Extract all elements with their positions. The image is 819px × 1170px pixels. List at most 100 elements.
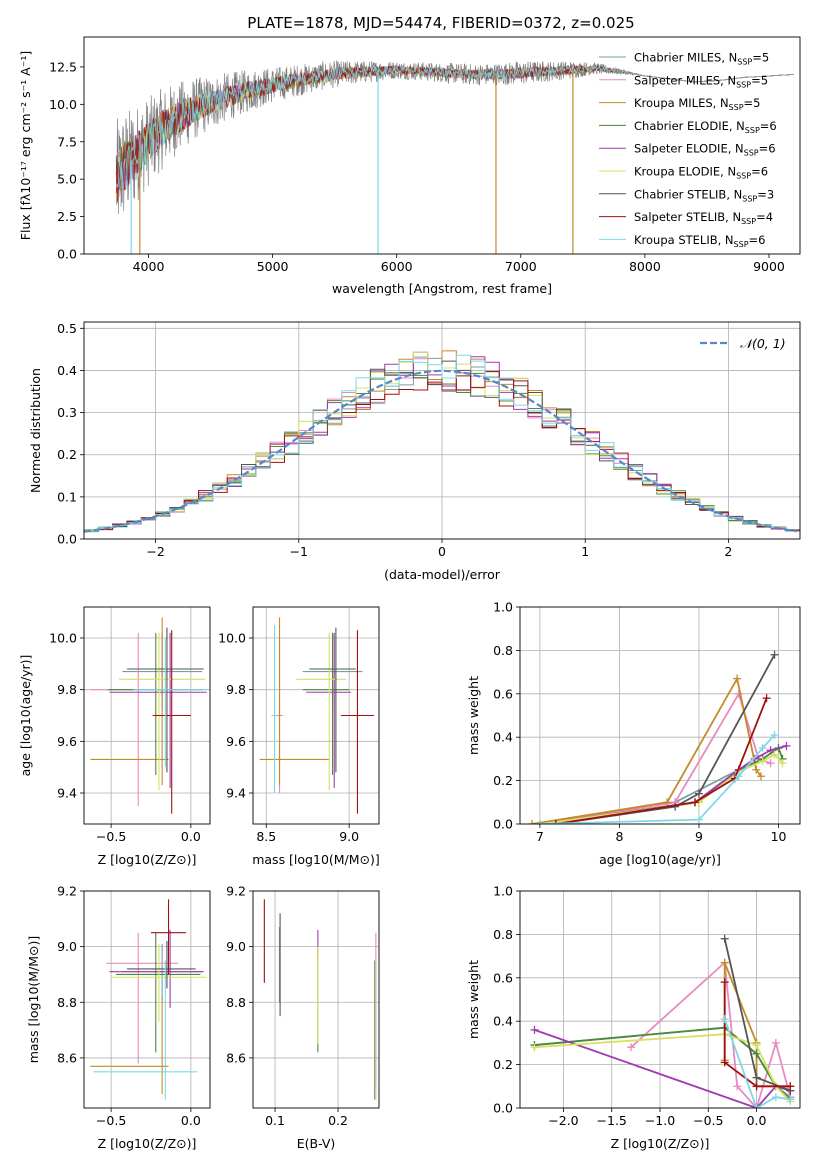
legend-suffix: =6 [759, 142, 776, 156]
x-tick-label: 8.5 [256, 829, 276, 844]
x-axis-label: Z [log10(Z/Z⊙)] [98, 852, 197, 867]
y-tick-label: 10.0 [49, 97, 77, 112]
series-line-salpeter_stelib [555, 697, 768, 824]
legend-prefix: Kroupa ELODIE, N [634, 165, 736, 179]
x-tick-label: −1.5 [597, 1113, 627, 1128]
x-tick-label: 5000 [257, 259, 289, 274]
x-tick-label: 0.0 [747, 1113, 767, 1128]
legend-prefix: Kroupa MILES, N [634, 96, 729, 110]
legend-prefix: Salpeter MILES, N [634, 73, 736, 87]
y-tick-label: 0.0 [57, 247, 77, 262]
y-tick-label: 2.5 [57, 209, 77, 224]
mass_vs_Z-points [90, 899, 207, 1100]
legend-entry: Chabrier STELIB, NSSP=3 [634, 187, 774, 203]
y-tick-label: 8.8 [57, 995, 77, 1010]
legend-entry: Salpeter ELODIE, NSSP=6 [634, 142, 776, 158]
y-tick-label: 7.5 [57, 134, 77, 149]
y-tick-label: 9.8 [57, 682, 77, 697]
x-tick-label: 0.2 [328, 1113, 348, 1128]
y-tick-label: 9.4 [57, 786, 77, 801]
legend-sub: SSP [736, 80, 751, 89]
x-tick-label: 1 [581, 544, 589, 559]
y-tick-label: 5.0 [57, 172, 77, 187]
series-line-salpeter_miles [630, 960, 792, 1108]
legend-prefix: Kroupa STELIB, N [634, 233, 734, 247]
y-tick-label: 0.0 [493, 817, 513, 832]
legend-prefix: Chabrier MILES, N [634, 51, 737, 65]
x-tick-label: −2 [146, 544, 164, 559]
legend-entry: Salpeter MILES, NSSP=5 [634, 73, 768, 89]
x-axis-label: age [log10(age/yr)] [599, 852, 721, 867]
x-axis-label: wavelength [Angstrom, rest frame] [332, 281, 552, 296]
legend-prefix: Salpeter STELIB, N [634, 210, 741, 224]
x-tick-label: 9.0 [339, 829, 359, 844]
y-tick-label: 0.5 [57, 321, 77, 336]
mass_vs_ebv-points [263, 899, 377, 1100]
mw_vs_age-axes: 7 8 9 10 0.0 0.2 0.4 0.6 0.8 1.0 [493, 600, 800, 844]
legend-suffix: =6 [760, 119, 777, 133]
legend-sub: SSP [736, 172, 751, 181]
series-line-kroupa_stelib [723, 1018, 791, 1108]
y-tick-label: 9.2 [226, 884, 246, 899]
y-tick-label: 8.6 [226, 1050, 246, 1065]
x-tick-label: −2.0 [548, 1113, 578, 1128]
histogram-step-kroupa_stelib [84, 354, 800, 532]
x-tick-label: 2 [724, 544, 732, 559]
y-tick-label: 8.6 [57, 1050, 77, 1065]
x-tick-label: 0 [438, 544, 446, 559]
y-tick-label: 0.2 [493, 1057, 513, 1072]
x-axis-label: E(B-V) [297, 1136, 336, 1151]
y-tick-label: 0.2 [57, 447, 77, 462]
legend-prefix: Chabrier STELIB, N [634, 187, 742, 201]
y-tick-label: 0.1 [57, 489, 77, 504]
y-tick-label: 9.6 [226, 734, 246, 749]
x-tick-label: −0.5 [96, 829, 126, 844]
histogram-step-salpeter_stelib [84, 371, 800, 532]
age_vs_mass-frame [252, 606, 380, 825]
x-tick-label: 9000 [753, 259, 785, 274]
x-tick-label: 7000 [505, 259, 537, 274]
y-tick-label: 0.2 [493, 773, 513, 788]
x-axis-label: Z [log10(Z/Z⊙)] [611, 1136, 710, 1151]
legend-sub: SSP [745, 126, 760, 135]
age_vs_Z-axes: −0.5 0.0 9.4 9.6 9.8 10.0 [49, 607, 210, 844]
x-tick-label: 4000 [133, 259, 165, 274]
legend-suffix: =5 [751, 73, 768, 87]
legend-sub: SSP [741, 217, 756, 226]
mass_vs_ebv-axes: 0.1 0.2 8.6 8.8 9.0 9.2 [226, 884, 379, 1128]
legend-suffix: =3 [757, 187, 774, 201]
x-tick-label: 8000 [629, 259, 661, 274]
y-tick-label: 9.4 [226, 786, 246, 801]
legend-entry: Chabrier ELODIE, NSSP=6 [634, 119, 777, 135]
x-tick-label: 8 [615, 829, 623, 844]
age_vs_Z-frame [83, 606, 211, 825]
mass_vs_Z-frame [83, 890, 211, 1109]
x-tick-label: −1 [290, 544, 308, 559]
legend-entry: Kroupa MILES, NSSP=5 [634, 96, 760, 112]
y-axis-label: Normed distribution [28, 368, 43, 493]
legend-suffix: =4 [756, 210, 773, 224]
x-axis-label: (data-model)/error [384, 567, 501, 582]
y-axis-label: mass weight [466, 676, 481, 755]
y-axis-label: mass weight [466, 960, 481, 1039]
y-axis-label: Flux [fλ10⁻¹⁷ erg cm⁻² s⁻¹ A⁻¹] [18, 51, 33, 240]
y-tick-label: 9.0 [57, 939, 77, 954]
y-tick-label: 9.8 [226, 682, 246, 697]
spectrum-frame [83, 36, 801, 255]
y-tick-label: 8.8 [226, 995, 246, 1010]
x-tick-label: 6000 [381, 259, 413, 274]
residuals-frame [83, 321, 801, 540]
age_vs_mass-points [259, 617, 375, 814]
legend-suffix: =5 [744, 96, 761, 110]
spectrum-model-line-8 [115, 65, 794, 190]
y-tick-label: 0.0 [493, 1101, 513, 1116]
legend-entry: Salpeter STELIB, NSSP=4 [634, 210, 773, 226]
mw_vs_age-frame [519, 606, 801, 825]
mass_vs_Z-axes: −0.5 0.0 8.6 8.8 9.0 9.2 [57, 884, 210, 1128]
x-tick-label: 0.0 [181, 1113, 201, 1128]
x-tick-label: −0.5 [693, 1113, 723, 1128]
x-tick-label: 7 [536, 829, 544, 844]
legend-sub: SSP [729, 103, 744, 112]
